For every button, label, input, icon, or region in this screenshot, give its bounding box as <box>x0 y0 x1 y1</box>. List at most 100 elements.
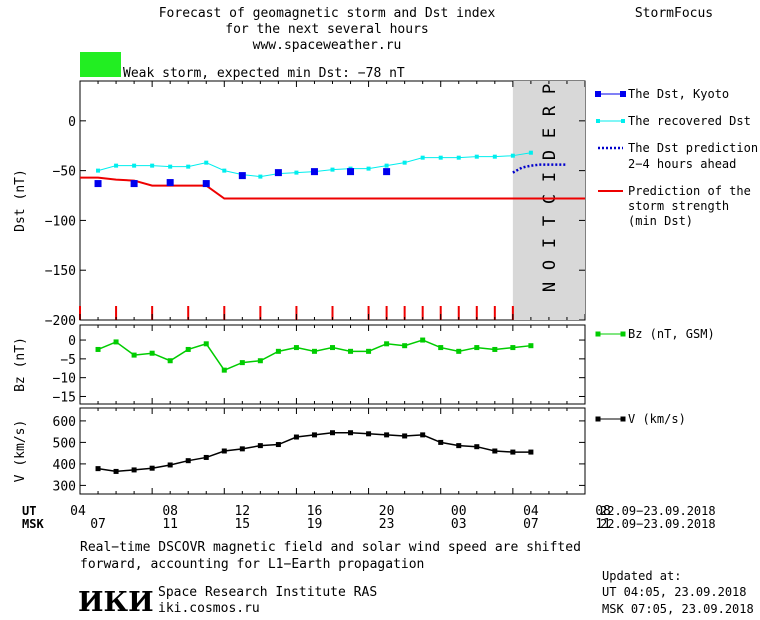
institute-website[interactable]: iki.cosmos.ru <box>158 601 260 616</box>
recovered-dst-point <box>150 163 155 168</box>
bz-point <box>221 367 227 373</box>
time-tick-labels: 04 08 12 16 20 00 04 08 07 11 15 19 23 03 07 11 <box>70 504 611 532</box>
prediction-letter: T <box>540 216 560 226</box>
msk-tick-label: 19 <box>307 517 323 532</box>
y-axis-label: Bz (nT) <box>13 337 28 392</box>
v-point <box>510 449 516 455</box>
bz-point <box>492 346 498 352</box>
bz-point <box>474 345 480 351</box>
chart-subtitle: for the next several hours <box>225 22 429 37</box>
prediction-letter: P <box>540 84 560 94</box>
legend-strength-text: Prediction of the <box>628 184 751 198</box>
legend: The Dst, Kyoto The recovered Dst The Dst p… <box>595 87 758 426</box>
recovered-dst-point <box>438 155 443 160</box>
bz-point <box>510 345 516 351</box>
bz-point <box>420 337 426 343</box>
prediction-letter: O <box>540 260 560 270</box>
v-line <box>97 431 531 473</box>
bz-point <box>95 346 101 352</box>
y-tick-label: −10 <box>53 372 76 387</box>
ut-tick-label: 08 <box>162 504 178 519</box>
dst-kyoto-point <box>166 179 174 187</box>
legend-kyoto-text: The Dst, Kyoto <box>628 87 729 101</box>
updated-ut: UT 04:05, 23.09.2018 <box>602 585 747 599</box>
legend-prediction-text: 2−4 hours ahead <box>628 157 736 171</box>
y-tick-label: 400 <box>53 458 76 473</box>
v-point <box>348 430 354 436</box>
v-plot <box>95 430 534 474</box>
updated-label: Updated at: <box>602 569 681 583</box>
ut-date-range: 22.09−23.09.2018 <box>600 504 716 518</box>
y-tick-label: −200 <box>45 314 76 329</box>
msk-tick-label: 11 <box>162 517 178 532</box>
v-point <box>185 458 191 464</box>
msk-tick-label: 11 <box>595 517 611 532</box>
prediction-letter: N <box>540 282 560 292</box>
legend-v-text: V (km/s) <box>628 412 686 426</box>
recovered-dst-point <box>420 155 425 160</box>
legend-recovered-marker <box>621 119 625 123</box>
bz-point <box>167 358 173 364</box>
legend-bz-marker <box>620 331 626 337</box>
bz-point <box>257 358 263 364</box>
v-point <box>221 448 227 454</box>
v-point <box>257 443 263 449</box>
v-point <box>438 439 444 445</box>
recovered-dst-point <box>222 168 227 173</box>
bz-point <box>348 348 354 354</box>
bz-point <box>131 352 137 358</box>
recovered-dst-point <box>204 160 209 165</box>
footer-note-line1: Real−time DSCOVR magnetic field and sola… <box>80 540 581 555</box>
recovered-dst-point <box>114 163 119 168</box>
y-tick-label: 0 <box>68 115 76 130</box>
msk-tick-label: 23 <box>379 517 395 532</box>
recovered-dst-point <box>168 164 173 169</box>
y-tick-label: 500 <box>53 436 76 451</box>
v-point <box>384 432 390 438</box>
bz-point <box>311 348 317 354</box>
legend-bz-text: Bz (nT, GSM) <box>628 327 715 341</box>
v-point <box>149 465 155 471</box>
ut-tick-label: 16 <box>307 504 323 519</box>
bz-point <box>330 345 335 351</box>
footer-note-line2: forward, accounting for L1−Earth propaga… <box>80 557 424 572</box>
bz-point <box>185 346 191 352</box>
recovered-dst-point <box>96 168 101 173</box>
legend-recovered-marker <box>596 119 600 123</box>
prediction-region <box>512 81 585 320</box>
v-point <box>528 449 534 455</box>
bz-point <box>275 348 281 354</box>
bz-point <box>239 360 245 366</box>
v-point <box>95 466 101 472</box>
ut-tick-label: 04 <box>70 504 86 519</box>
legend-kyoto-marker <box>595 91 601 97</box>
ut-tick-label: 00 <box>451 504 467 519</box>
bz-point <box>203 341 209 347</box>
bz-point <box>402 343 408 349</box>
bz-point <box>528 343 534 349</box>
axes: 0 −50 −100 −150 −200 Dst (nT) 0 −5 −10 −15 Bz (nT)… <box>13 81 586 494</box>
source-url[interactable]: www.spaceweather.ru <box>253 38 402 53</box>
v-point <box>366 431 372 437</box>
legend-strength-text: (min Dst) <box>628 214 693 228</box>
v-point <box>492 448 498 454</box>
v-point <box>456 443 462 449</box>
bz-point <box>149 350 155 356</box>
y-tick-label: −100 <box>45 214 76 229</box>
bz-point <box>113 339 119 345</box>
recovered-dst-point <box>186 164 191 169</box>
v-point <box>113 468 119 474</box>
ut-tick-label: 04 <box>523 504 539 519</box>
recovered-dst-point <box>132 163 137 168</box>
recovered-dst-point <box>258 174 263 179</box>
brand-name: StormFocus <box>635 6 713 21</box>
msk-tick-label: 07 <box>523 517 539 532</box>
y-tick-label: 600 <box>53 415 76 430</box>
y-tick-label: −5 <box>60 353 76 368</box>
bz-plot <box>95 337 534 373</box>
y-tick-label: −50 <box>53 165 76 180</box>
recovered-dst-point <box>492 154 497 159</box>
storm-status-swatch <box>80 52 121 77</box>
